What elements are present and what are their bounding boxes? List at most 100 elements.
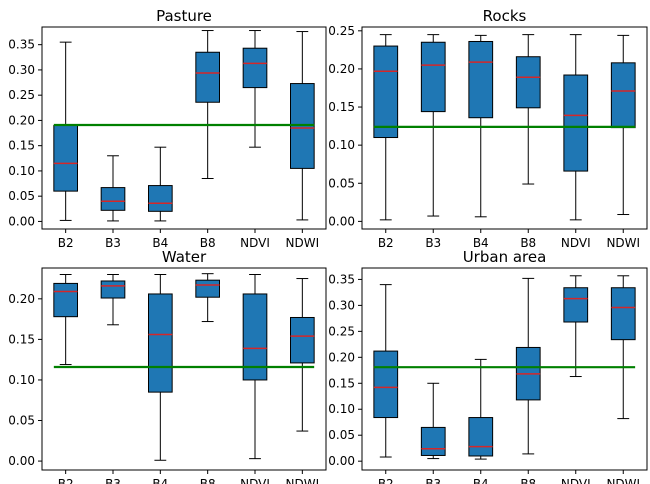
- x-tick-label: B8: [200, 477, 216, 484]
- y-tick-label: 0.25: [8, 88, 35, 102]
- y-tick-label: 0.10: [8, 164, 35, 178]
- chart-panel-2: Rocks 0.00 0.05 0.10 0.15 0.20 0.25 B2 B3 B4 B8 NDV…: [328, 7, 648, 250]
- box-iqr: [468, 417, 494, 457]
- x-tick-label: B8: [520, 477, 536, 484]
- box-ndvi: [563, 275, 589, 378]
- y-tick-label: 0.35: [8, 38, 35, 52]
- y-tick-label: 0.20: [8, 292, 35, 306]
- y-tick-label: 0.05: [328, 176, 355, 190]
- box-iqr: [195, 51, 220, 103]
- y-tick-label: 0.00: [8, 214, 35, 228]
- box-ndvi: [563, 34, 589, 221]
- y-tick-label: 0.30: [8, 63, 35, 77]
- y-tick-label: 0.10: [8, 373, 35, 387]
- axes-frame: [361, 267, 648, 471]
- box-iqr: [373, 45, 399, 139]
- box-iqr: [563, 74, 589, 172]
- box-iqr: [610, 62, 636, 129]
- y-tick-label: 0.20: [328, 350, 355, 364]
- x-tick-label: B2: [378, 236, 394, 250]
- y-tick-label: 0.20: [8, 113, 35, 127]
- box-iqr: [100, 187, 126, 211]
- box-b2: [373, 284, 399, 458]
- x-tick-label: B2: [378, 477, 394, 484]
- axes-frame: [41, 267, 327, 471]
- box-b3: [100, 155, 126, 222]
- y-tick-label: 0.00: [328, 454, 355, 468]
- box-b3: [420, 382, 446, 460]
- x-tick-label: B4: [473, 236, 489, 250]
- chart-title: Urban area: [463, 248, 547, 266]
- box-b4: [468, 34, 494, 218]
- x-tick-label: B2: [58, 477, 74, 484]
- x-tick-label: B4: [152, 236, 168, 250]
- box-b4: [148, 146, 173, 222]
- y-tick-label: 0.15: [328, 100, 355, 114]
- x-tick-label: B2: [58, 236, 74, 250]
- box-b2: [373, 34, 399, 221]
- x-tick-label: B8: [520, 236, 536, 250]
- box-iqr: [195, 279, 220, 298]
- box-iqr: [515, 56, 541, 109]
- box-iqr: [610, 287, 636, 341]
- x-tick-label: NDWI: [606, 236, 640, 250]
- y-tick-label: 0.25: [328, 324, 355, 338]
- box-iqr: [563, 287, 589, 323]
- box-iqr: [290, 316, 315, 364]
- y-tick-label: 0.30: [328, 298, 355, 312]
- box-ndwi: [610, 275, 636, 420]
- x-tick-label: B3: [105, 477, 121, 484]
- box-iqr: [100, 280, 126, 299]
- y-tick-label: 0.10: [328, 138, 355, 152]
- y-tick-label: 0.05: [328, 428, 355, 442]
- box-iqr: [148, 293, 173, 393]
- box-iqr: [53, 282, 78, 318]
- box-b2: [53, 273, 78, 366]
- chart-panel-4: Urban area 0.00 0.05 0.10 0.15 0.20 0.25 0.30 0.…: [328, 248, 648, 484]
- x-tick-label: B4: [473, 477, 489, 484]
- box-b2: [53, 41, 78, 221]
- box-iqr: [468, 40, 494, 119]
- x-tick-label: NDVI: [561, 236, 591, 250]
- x-tick-label: NDWI: [286, 236, 320, 250]
- box-b3: [420, 34, 446, 217]
- chart-title: Rocks: [483, 7, 527, 25]
- x-tick-label: NDWI: [606, 477, 640, 484]
- axes-frame: [41, 26, 327, 230]
- box-ndwi: [290, 278, 315, 432]
- y-tick-label: 0.10: [328, 402, 355, 416]
- y-tick-label: 0.15: [8, 332, 35, 346]
- x-tick-label: NDVI: [240, 477, 270, 484]
- x-tick-label: NDWI: [286, 477, 320, 484]
- x-tick-label: B3: [425, 236, 441, 250]
- box-b8: [515, 277, 541, 455]
- y-tick-label: 0.35: [328, 272, 355, 286]
- y-tick-label: 0.00: [8, 454, 35, 468]
- y-tick-label: 0.20: [328, 62, 355, 76]
- box-ndvi: [242, 273, 268, 460]
- box-b8: [195, 30, 220, 179]
- x-tick-label: B3: [425, 477, 441, 484]
- box-ndvi: [242, 30, 268, 148]
- x-tick-label: B4: [152, 477, 168, 484]
- y-tick-label: 0.05: [8, 414, 35, 428]
- box-iqr: [373, 350, 399, 419]
- box-b8: [515, 34, 541, 185]
- y-tick-label: 0.00: [328, 214, 355, 228]
- chart-title: Pasture: [156, 7, 212, 25]
- chart-panel-3: Water 0.00 0.05 0.10 0.15 0.20 B2 B3 B4 B8 NDVI NDW…: [8, 248, 327, 484]
- box-iqr: [242, 47, 268, 89]
- x-tick-label: B3: [105, 236, 121, 250]
- box-iqr: [242, 293, 268, 381]
- chart-panel-1: Pasture 0.00 0.05 0.10 0.15 0.20 0.25 0.30 0.35 B…: [8, 7, 327, 250]
- chart-title: Water: [162, 248, 207, 266]
- x-tick-label: NDVI: [561, 477, 591, 484]
- box-ndwi: [610, 34, 636, 216]
- x-tick-label: B8: [200, 236, 216, 250]
- y-tick-label: 0.05: [8, 189, 35, 203]
- y-tick-label: 0.25: [328, 24, 355, 38]
- box-iqr: [420, 41, 446, 113]
- box-iqr: [420, 426, 446, 456]
- box-iqr: [53, 124, 78, 192]
